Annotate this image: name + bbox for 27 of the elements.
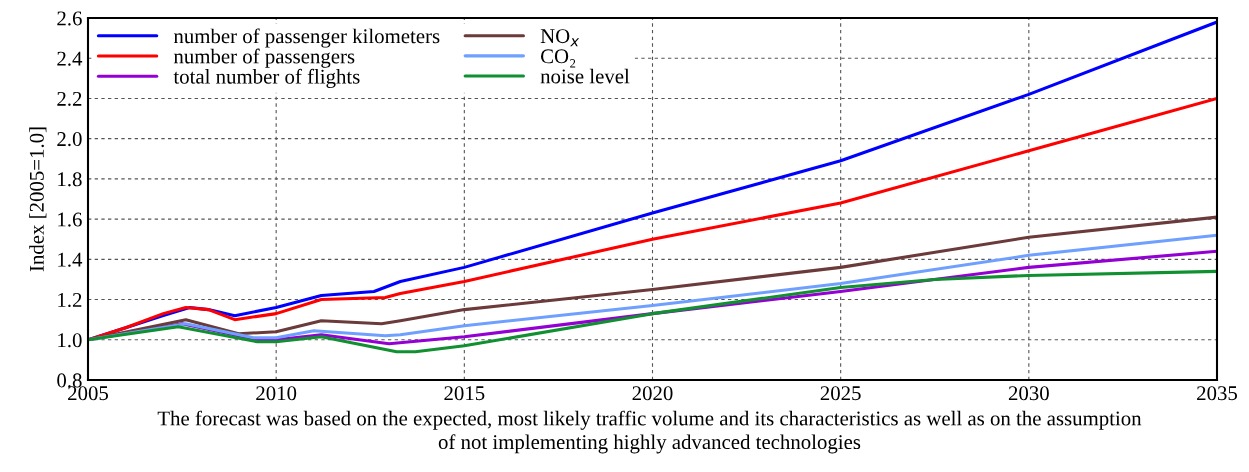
legend-label: NO$_{x}$: [540, 29, 580, 47]
x-tick-label: 2020: [632, 386, 673, 401]
legend-label: total number of flights: [173, 68, 360, 88]
y-tick-label: 2.6: [57, 11, 82, 26]
y-tick-label: 0.8: [57, 373, 82, 388]
x-tick-label: 2015: [444, 386, 485, 401]
x-tick-label: 2005: [68, 386, 109, 401]
legend-label: number of passenger kilometers: [173, 28, 440, 48]
y-tick-label: 1.4: [58, 252, 83, 267]
legend-label: CO₂: [540, 49, 576, 68]
y-axis-title: Index [2005=1.0]: [29, 127, 47, 272]
text: of not implementing highly advanced technologies: [438, 434, 861, 454]
y-tick-label: 1.6: [58, 212, 82, 227]
x-tick-label: 2010: [256, 386, 297, 401]
y-tick-label: 1.8: [58, 172, 82, 187]
line-series: [88, 269, 1217, 354]
y-tick-label: 2.4: [57, 51, 83, 66]
x-tick-label: 2035: [1197, 386, 1238, 401]
y-tick-label: 2.0: [57, 132, 82, 147]
legend-label: number of passengers: [173, 48, 355, 68]
x-tick-label: 2030: [1008, 386, 1049, 401]
text: The forecast was based on the expected, most likely traffic volume and its characteristics as well as on the assumption: [157, 410, 1142, 430]
legend-label: noise level: [540, 68, 630, 84]
y-tick-label: 1.0: [58, 333, 82, 348]
y-tick-label: 2.2: [57, 91, 82, 106]
y-tick-label: 1.2: [58, 292, 82, 308]
x-tick-label: 2025: [820, 386, 861, 401]
